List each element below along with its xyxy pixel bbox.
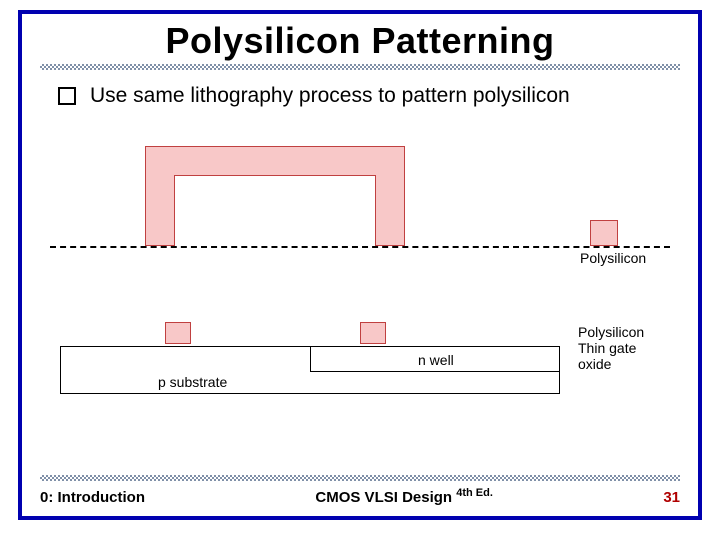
checkbox-bullet-icon [58,87,76,105]
bullet-text: Use same lithography process to pattern … [90,84,570,108]
psub-label: p substrate [158,374,227,390]
footer-center: CMOS VLSI Design 4th Ed. [315,487,493,506]
poly-u-join-right [376,174,404,178]
bullet-row: Use same lithography process to pattern … [58,84,698,108]
gate-right [360,322,386,344]
footer-page: 31 [663,489,680,506]
gate-left [165,322,191,344]
slide-title: Polysilicon Patterning [22,20,698,62]
nwell-label: n well [418,352,454,368]
diagram: Polysilicon n well p substrate Polysilic… [50,138,670,418]
poly-u-top [145,146,405,176]
slide-frame: Polysilicon Patterning Use same lithogra… [18,10,702,520]
title-divider [40,64,680,70]
footer-row: 0: Introduction CMOS VLSI Design 4th Ed.… [40,487,680,506]
footer: 0: Introduction CMOS VLSI Design 4th Ed.… [40,475,680,506]
footer-left: 0: Introduction [40,489,145,506]
poly-legend-square [590,220,618,246]
footer-center-text: CMOS VLSI Design [315,489,452,506]
poly-thin-label-2: Thin gate oxide [578,340,670,372]
footer-edition: 4th Ed. [456,487,493,499]
poly-u-join-left [146,174,174,178]
poly-thin-label-1: Polysilicon [578,324,644,340]
section-dash-line [50,246,670,248]
footer-divider [40,475,680,481]
poly-legend-label: Polysilicon [580,250,646,266]
